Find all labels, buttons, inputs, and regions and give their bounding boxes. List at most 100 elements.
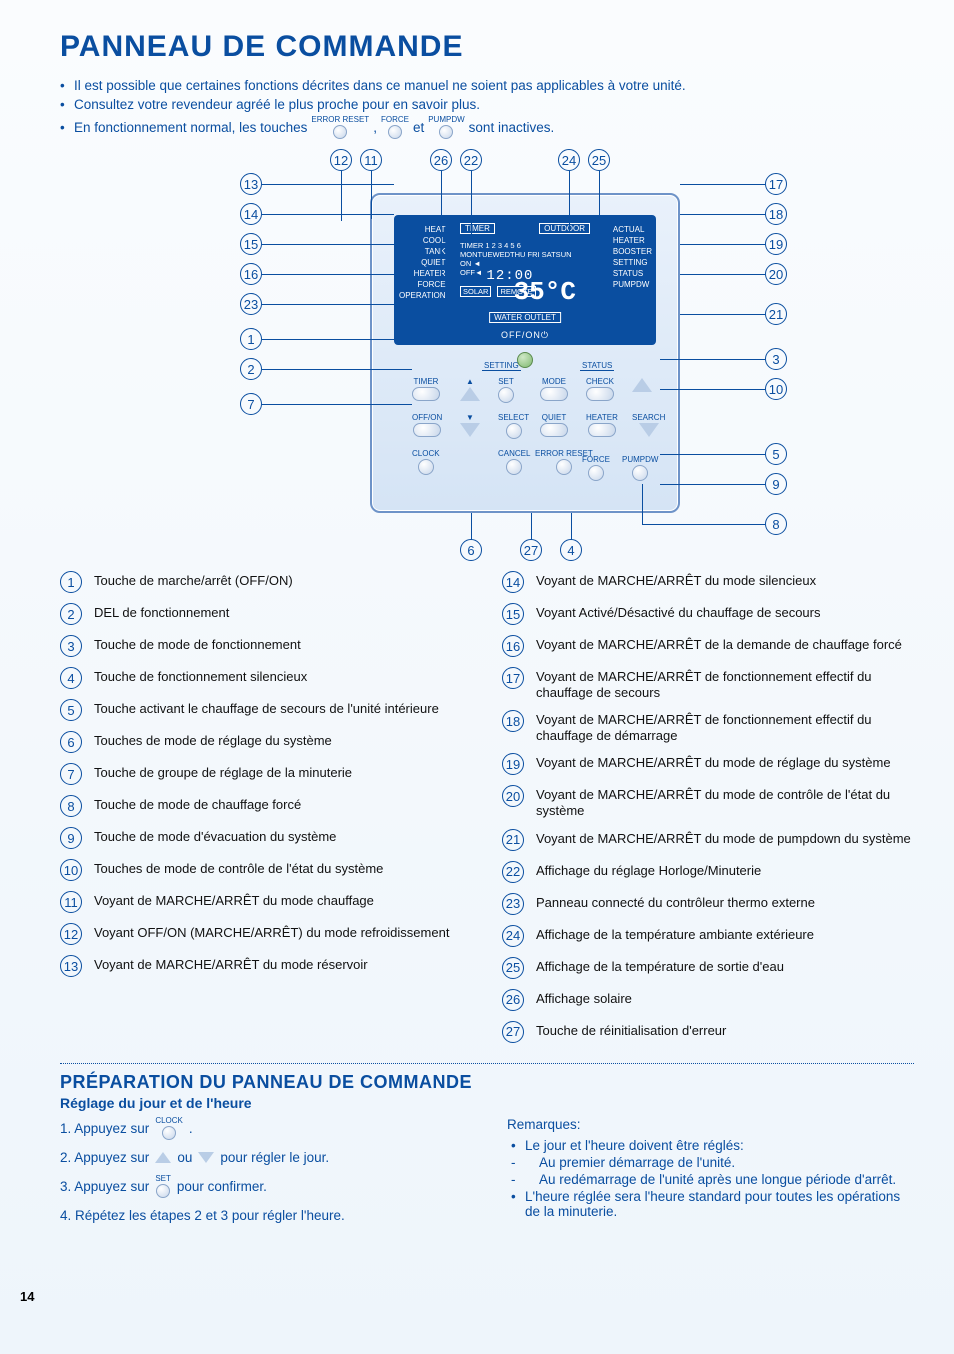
lcd-display: HEAT COOL TANK QUIET HEATER FORCE OPERAT…: [394, 215, 656, 345]
legend-item: 5 Touche activant le chauffage de secours…: [60, 699, 472, 721]
page-title: PANNEAU DE COMMANDE: [60, 30, 914, 64]
callout-8: 8: [765, 513, 787, 535]
status-header: STATUS: [580, 361, 614, 371]
intro-block: Il est possible que certaines fonctions …: [60, 78, 914, 139]
legend-item: 7Touche de groupe de réglage de la minut…: [60, 763, 472, 785]
callout-2: 2: [240, 358, 262, 380]
down-icon: [198, 1151, 214, 1163]
page-number: 14: [20, 1289, 34, 1304]
down-button[interactable]: ▼: [460, 413, 480, 437]
lcd-outdoor-label: OUTDOOR: [539, 223, 590, 234]
lcd-right-labels: ACTUAL HEATER BOOSTER SETTING STATUS PUM…: [613, 225, 652, 289]
legend-number: 17: [502, 667, 524, 689]
text: 3. Appuyez sur: [60, 1179, 149, 1194]
mode-button[interactable]: MODE: [540, 377, 568, 401]
legend-item: 17Voyant de MARCHE/ARRÊT de fonctionneme…: [502, 667, 914, 700]
callout-5: 5: [765, 443, 787, 465]
search-button[interactable]: SEARCH: [632, 413, 665, 437]
legend-text: Panneau connecté du contrôleur thermo ex…: [536, 893, 914, 911]
legend-number: 4: [60, 667, 82, 689]
intro-bullet: En fonctionnement normal, les touches ER…: [60, 116, 914, 139]
legend-text: Touche activant le chauffage de secours …: [94, 699, 472, 717]
legend-number: 7: [60, 763, 82, 785]
set-button[interactable]: SET: [498, 377, 514, 403]
legend-text: Touche de réinitialisation d'erreur: [536, 1021, 914, 1039]
legend-number: 25: [502, 957, 524, 979]
lcd-outlet-temp: 35°C: [514, 277, 576, 307]
legend-item: 16Voyant de MARCHE/ARRÊT de la demande d…: [502, 635, 914, 657]
legend-item: 2DEL de fonctionnement: [60, 603, 472, 625]
up-button[interactable]: ▲: [460, 377, 480, 401]
legend-item: 6Touches de mode de réglage du système: [60, 731, 472, 753]
callout-6: 6: [460, 539, 482, 561]
legend-text: Affichage solaire: [536, 989, 914, 1007]
lcd-left-labels: HEAT COOL TANK QUIET HEATER FORCE OPERAT…: [398, 225, 447, 300]
legend-text: Affichage du réglage Horloge/Minuterie: [536, 861, 914, 879]
callout-3: 3: [765, 348, 787, 370]
offon-button[interactable]: OFF/ON: [412, 413, 442, 437]
callout-20: 20: [765, 263, 787, 285]
legend-item: 9Touche de mode d'évacuation du système: [60, 827, 472, 849]
legend-number: 21: [502, 829, 524, 851]
callout-22: 22: [460, 149, 482, 171]
legend-number: 27: [502, 1021, 524, 1043]
legend-item: 1Touche de marche/arrêt (OFF/ON): [60, 571, 472, 593]
callout-24: 24: [558, 149, 580, 171]
legend-text: Voyant de MARCHE/ARRÊT de fonctionnement…: [536, 710, 914, 743]
legend-number: 16: [502, 635, 524, 657]
clock-icon: CLOCK: [155, 1117, 183, 1140]
legend-number: 10: [60, 859, 82, 881]
legend-text: Voyant de MARCHE/ARRÊT du mode réservoir: [94, 955, 472, 973]
prep-subtitle: Réglage du jour et de l'heure: [60, 1095, 914, 1111]
callout-10: 10: [765, 378, 787, 400]
text: 2. Appuyez sur: [60, 1150, 149, 1165]
legend-item: 11Voyant de MARCHE/ARRÊT du mode chauffa…: [60, 891, 472, 913]
legend-number: 9: [60, 827, 82, 849]
remark: Le jour et l'heure doivent être réglés:: [511, 1138, 914, 1153]
text: pour régler le jour.: [220, 1150, 329, 1165]
legend-number: 1: [60, 571, 82, 593]
error-reset-icon: ERROR RESET: [311, 116, 369, 139]
legend-number: 12: [60, 923, 82, 945]
legend-text: Voyant OFF/ON (MARCHE/ARRÊT) du mode ref…: [94, 923, 472, 941]
legend-text: Affichage de la température ambiante ext…: [536, 925, 914, 943]
status-up-button[interactable]: [632, 377, 652, 392]
callout-14: 14: [240, 203, 262, 225]
lcd-solar: SOLAR: [460, 286, 491, 297]
legend-item: 21Voyant de MARCHE/ARRÊT du mode de pump…: [502, 829, 914, 851]
legend-item: 15Voyant Activé/Désactivé du chauffage d…: [502, 603, 914, 625]
text: 4. Répétez les étapes 2 et 3 pour régler…: [60, 1208, 345, 1223]
heater-button[interactable]: HEATER: [586, 413, 618, 437]
force-button[interactable]: FORCE: [582, 455, 610, 481]
legend-number: 19: [502, 753, 524, 775]
legend-number: 2: [60, 603, 82, 625]
check-button[interactable]: CHECK: [586, 377, 614, 401]
callout-9: 9: [765, 473, 787, 495]
text: sont inactives.: [469, 120, 555, 135]
legend-text: Affichage de la température de sortie d'…: [536, 957, 914, 975]
lcd-offon: OFF/ON⏻: [501, 330, 549, 341]
callout-1: 1: [240, 328, 262, 350]
clock-button[interactable]: CLOCK: [412, 449, 440, 475]
quiet-button[interactable]: QUIET: [540, 413, 568, 437]
intro-bullet: Consultez votre revendeur agréé le plus …: [60, 97, 914, 112]
force-icon: FORCE: [381, 116, 409, 139]
pumpdw-button[interactable]: PUMPDW: [622, 455, 658, 481]
lcd-days: MONTUEWEDTHU FRI SATSUN: [460, 250, 572, 259]
control-panel-diagram: 12 11 13 14 15 16 23 1 2 7 26 22 24 25 1…: [60, 143, 914, 563]
select-button[interactable]: SELECT: [498, 413, 529, 439]
legend-item: 19Voyant de MARCHE/ARRÊT du mode de régl…: [502, 753, 914, 775]
legend-text: Touche de mode de fonctionnement: [94, 635, 472, 653]
legend-text: Touches de mode de contrôle de l'état du…: [94, 859, 472, 877]
legend-number: 11: [60, 891, 82, 913]
legend-item: 22Affichage du réglage Horloge/Minuterie: [502, 861, 914, 883]
legend-number: 5: [60, 699, 82, 721]
divider: [60, 1063, 914, 1064]
legend-item: 14Voyant de MARCHE/ARRÊT du mode silenci…: [502, 571, 914, 593]
callout-7: 7: [240, 393, 262, 415]
legend-number: 8: [60, 795, 82, 817]
callout-27: 27: [520, 539, 542, 561]
legend-grid: 1Touche de marche/arrêt (OFF/ON) 2DEL de …: [60, 571, 914, 1053]
timer-button[interactable]: TIMER: [412, 377, 440, 401]
cancel-button[interactable]: CANCEL: [498, 449, 530, 475]
